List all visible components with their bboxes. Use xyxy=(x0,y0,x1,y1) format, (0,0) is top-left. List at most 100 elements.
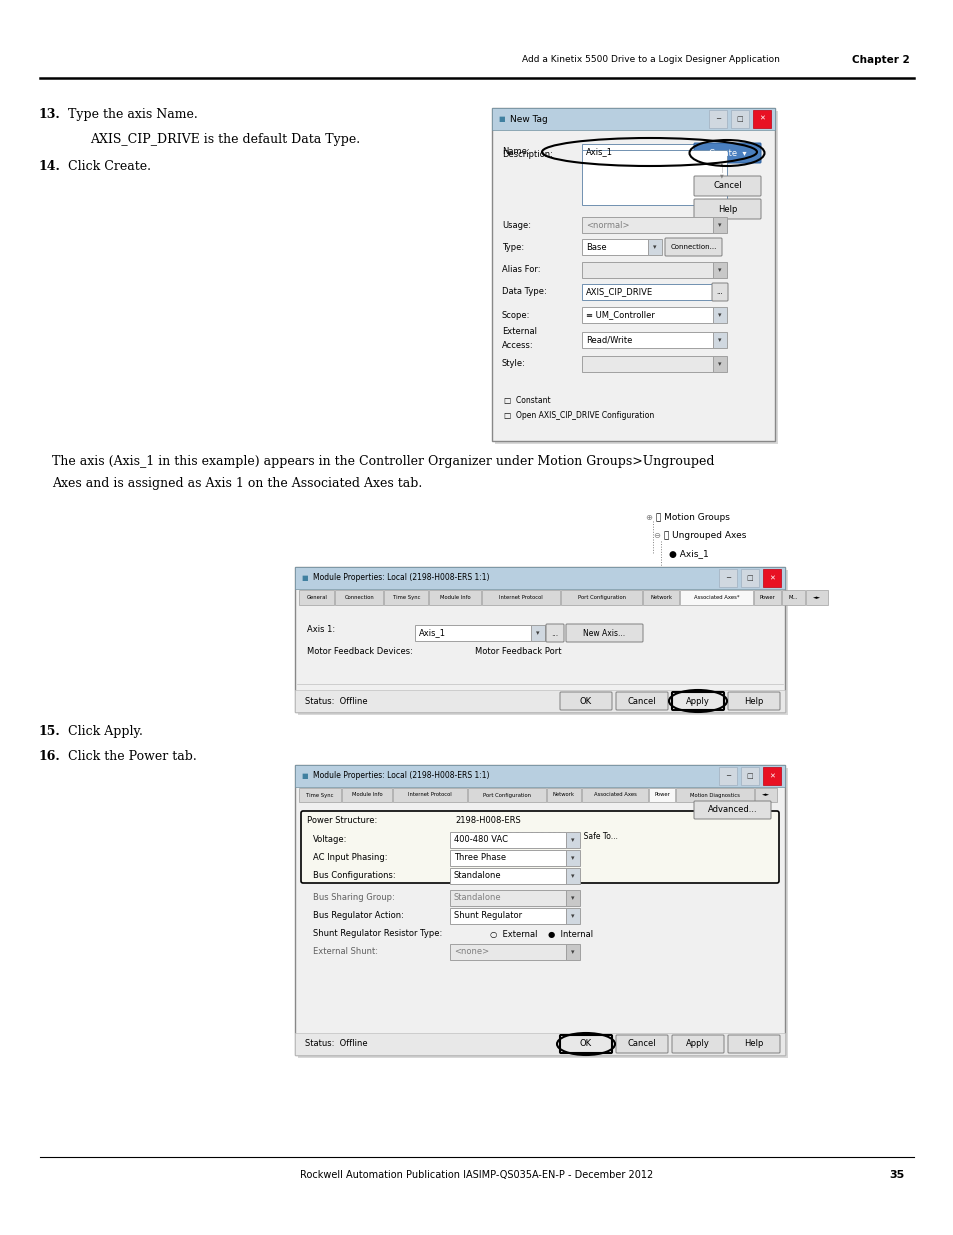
FancyBboxPatch shape xyxy=(298,788,340,802)
Text: ▾: ▾ xyxy=(718,312,721,317)
FancyBboxPatch shape xyxy=(581,144,726,161)
FancyBboxPatch shape xyxy=(712,308,726,324)
Text: Module Properties: Local (2198-H008-ERS 1:1): Module Properties: Local (2198-H008-ERS … xyxy=(313,772,489,781)
FancyBboxPatch shape xyxy=(450,944,565,960)
FancyBboxPatch shape xyxy=(565,850,579,866)
Text: ▾: ▾ xyxy=(718,267,721,273)
FancyBboxPatch shape xyxy=(294,567,784,713)
FancyBboxPatch shape xyxy=(581,262,712,278)
Text: 15.: 15. xyxy=(38,725,60,739)
Text: Help: Help xyxy=(717,205,737,214)
FancyBboxPatch shape xyxy=(647,240,661,254)
Text: ✕: ✕ xyxy=(768,773,774,779)
FancyBboxPatch shape xyxy=(565,868,579,884)
FancyBboxPatch shape xyxy=(581,217,712,233)
FancyBboxPatch shape xyxy=(708,110,726,128)
Text: Alias For:: Alias For: xyxy=(501,266,540,274)
Text: External: External xyxy=(501,327,537,336)
Text: Axis 1:: Axis 1: xyxy=(307,625,335,634)
Text: Power Structure:: Power Structure: xyxy=(307,816,376,825)
Text: Shunt Regulator: Shunt Regulator xyxy=(454,911,521,920)
FancyBboxPatch shape xyxy=(393,788,467,802)
Text: Base: Base xyxy=(585,242,606,252)
FancyBboxPatch shape xyxy=(545,624,563,642)
FancyBboxPatch shape xyxy=(648,788,675,802)
FancyBboxPatch shape xyxy=(559,1035,612,1053)
FancyBboxPatch shape xyxy=(616,1035,667,1053)
Text: Name:: Name: xyxy=(501,147,529,157)
Text: Port Configuration: Port Configuration xyxy=(577,595,625,600)
Text: ◄►: ◄► xyxy=(812,595,820,600)
Text: Associated Axes*: Associated Axes* xyxy=(693,595,739,600)
FancyBboxPatch shape xyxy=(712,262,726,278)
FancyBboxPatch shape xyxy=(429,590,481,605)
FancyBboxPatch shape xyxy=(676,788,753,802)
FancyBboxPatch shape xyxy=(752,110,770,128)
Text: Axis_1: Axis_1 xyxy=(585,147,613,157)
Text: ─: ─ xyxy=(725,773,729,779)
FancyBboxPatch shape xyxy=(294,1032,784,1055)
FancyBboxPatch shape xyxy=(642,590,679,605)
FancyBboxPatch shape xyxy=(581,356,712,372)
FancyBboxPatch shape xyxy=(565,908,579,924)
FancyBboxPatch shape xyxy=(482,590,559,605)
Text: Type the axis Name.: Type the axis Name. xyxy=(68,107,197,121)
Text: Click Create.: Click Create. xyxy=(68,161,151,173)
Text: The axis (Axis_1 in this example) appears in the Controller Organizer under Moti: The axis (Axis_1 in this example) appear… xyxy=(52,454,714,468)
Text: Rockwell Automation Publication IASIMP-QS035A-EN-P - December 2012: Rockwell Automation Publication IASIMP-Q… xyxy=(300,1170,653,1179)
Text: Cancel: Cancel xyxy=(713,182,741,190)
Text: Module Info: Module Info xyxy=(352,793,382,798)
FancyBboxPatch shape xyxy=(297,768,787,1058)
Text: New Axis...: New Axis... xyxy=(583,629,625,637)
Text: ▾: ▾ xyxy=(653,245,656,249)
FancyBboxPatch shape xyxy=(468,788,545,802)
FancyBboxPatch shape xyxy=(297,571,787,715)
Text: Voltage:: Voltage: xyxy=(313,836,347,845)
Text: Bus Configurations:: Bus Configurations: xyxy=(313,872,395,881)
FancyBboxPatch shape xyxy=(711,283,727,301)
Text: AXIS_CIP_DRIVE is the default Data Type.: AXIS_CIP_DRIVE is the default Data Type. xyxy=(90,133,359,146)
FancyBboxPatch shape xyxy=(559,692,612,710)
Text: Power: Power xyxy=(759,595,775,600)
Text: ■: ■ xyxy=(497,116,504,122)
Text: ─: ─ xyxy=(725,576,729,580)
FancyBboxPatch shape xyxy=(384,590,428,605)
Text: Module Info: Module Info xyxy=(439,595,470,600)
Text: Status:  Offline: Status: Offline xyxy=(305,697,367,705)
Text: 📁 Ungrouped Axes: 📁 Ungrouped Axes xyxy=(660,531,745,540)
Text: ▾: ▾ xyxy=(571,913,574,919)
Text: Motor Feedback Devices:: Motor Feedback Devices: xyxy=(307,647,413,656)
Text: External Shunt:: External Shunt: xyxy=(313,947,377,956)
FancyBboxPatch shape xyxy=(492,107,774,130)
FancyBboxPatch shape xyxy=(712,217,726,233)
Text: Scope:: Scope: xyxy=(501,310,530,320)
Text: ▾: ▾ xyxy=(571,837,574,844)
Text: <normal>: <normal> xyxy=(585,221,629,230)
FancyBboxPatch shape xyxy=(730,110,748,128)
Text: Help: Help xyxy=(743,1040,763,1049)
Text: Time Sync: Time Sync xyxy=(392,595,419,600)
Text: Motor Feedback Port: Motor Feedback Port xyxy=(475,647,561,656)
Text: Data Type:: Data Type: xyxy=(501,288,546,296)
Text: ✕: ✕ xyxy=(759,116,764,122)
Text: Help: Help xyxy=(743,697,763,705)
Text: Click Apply.: Click Apply. xyxy=(68,725,143,739)
Text: Axis_1: Axis_1 xyxy=(418,629,446,637)
FancyBboxPatch shape xyxy=(450,890,565,906)
Text: New Tag: New Tag xyxy=(510,115,547,124)
FancyBboxPatch shape xyxy=(294,764,784,787)
FancyBboxPatch shape xyxy=(450,868,565,884)
Text: Add a Kinetix 5500 Drive to a Logix Designer Application: Add a Kinetix 5500 Drive to a Logix Desi… xyxy=(521,56,780,64)
Text: Port Configuration: Port Configuration xyxy=(482,793,531,798)
Text: ■: ■ xyxy=(301,773,307,779)
Text: 14.: 14. xyxy=(38,161,60,173)
Text: Module Properties: Local (2198-H008-ERS 1:1): Module Properties: Local (2198-H008-ERS … xyxy=(313,573,489,583)
Text: □: □ xyxy=(746,576,753,580)
FancyBboxPatch shape xyxy=(565,890,579,906)
Text: Bus Regulator Action:: Bus Regulator Action: xyxy=(313,911,403,920)
Text: ▾: ▾ xyxy=(571,855,574,861)
Text: 13.: 13. xyxy=(38,107,60,121)
Text: ⊕: ⊕ xyxy=(644,513,651,522)
FancyBboxPatch shape xyxy=(531,625,544,641)
Text: ▾: ▾ xyxy=(718,361,721,367)
